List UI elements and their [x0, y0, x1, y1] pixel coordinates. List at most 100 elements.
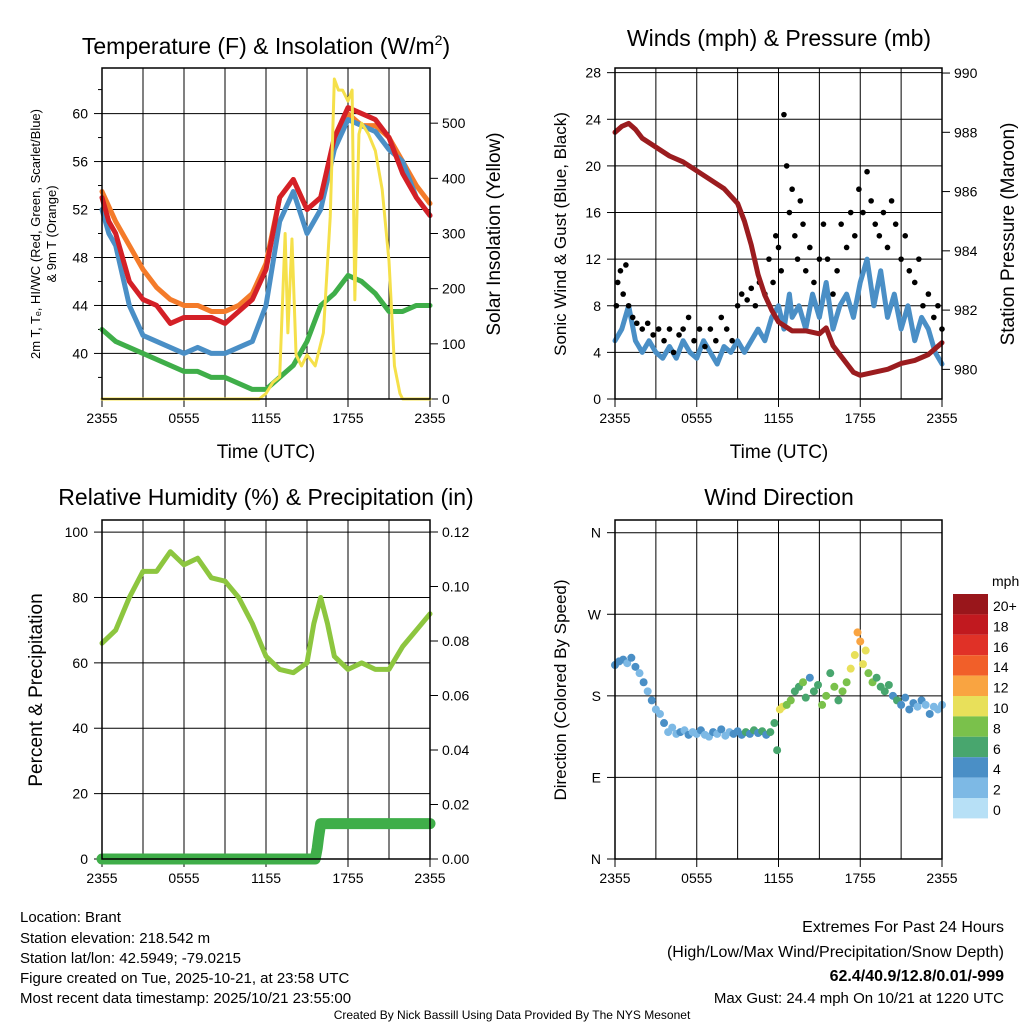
winddir-ytick-label: N [591, 851, 601, 867]
temp-2m-t-line [99, 105, 433, 326]
temp-data [99, 77, 433, 401]
wind-gust-point [685, 314, 692, 321]
winddir-point [853, 628, 862, 637]
winddir-point [786, 696, 795, 705]
wind-gust-point [876, 233, 883, 239]
wind-ylabel: Sonic Wind & Gust (Blue, Black) [551, 112, 570, 356]
wind-gust-point [748, 285, 755, 292]
wind-gust-point [620, 291, 626, 297]
winddir-ytick-label: S [592, 688, 601, 704]
wind-ytick-label: 20 [585, 158, 601, 174]
winddir-xtick-label: 2355 [599, 870, 630, 886]
wind-gust-point [775, 244, 782, 251]
winddir-point [897, 700, 906, 709]
wind-gust-point [680, 326, 686, 332]
wind-xlabel: Time (UTC) [730, 442, 829, 463]
temp-xtick-label: 0555 [168, 410, 199, 426]
temp-y2tick-label: 300 [442, 226, 466, 242]
winddir-xtick-label: 2355 [926, 870, 957, 886]
wind-gust-point [820, 221, 827, 227]
credit-line: Created By Nick Bassill Using Data Provi… [334, 1008, 691, 1022]
temp-frame [101, 67, 431, 400]
legend-label: 4 [993, 761, 1001, 777]
wind-gust-point [847, 209, 854, 216]
winddir-ylabel: Direction (Colored By Speed) [551, 579, 570, 800]
winddir-point [846, 664, 855, 673]
wind-gust-point [852, 233, 858, 239]
temp-ytick-label: 48 [72, 249, 88, 265]
wind-plot: 0 4 8 12 16 20 24 28 980 982 984 986 988 990 2355 0555 1… [585, 65, 977, 426]
legend-swatch [953, 675, 988, 696]
rh-frame [101, 519, 431, 860]
wind-gust-point [811, 279, 817, 286]
wind-gust-point [860, 209, 866, 216]
wind-ytick-label: 24 [585, 111, 601, 127]
wind-gust-point [623, 262, 629, 268]
temp-hi-wc-line [99, 117, 433, 356]
winddir-point [717, 725, 726, 734]
legend-label: 16 [993, 639, 1009, 655]
rh-y2tick-label: 0.00 [442, 851, 469, 867]
temp-dewpoint-line [99, 272, 433, 392]
wind-ytick-label: 0 [593, 391, 601, 407]
legend-label: 0 [993, 802, 1001, 818]
temp-xtick-label: 1155 [251, 410, 281, 426]
temp-ytick-label: 40 [72, 345, 88, 361]
wind-gust-point [807, 244, 813, 251]
winddir-point [901, 693, 910, 702]
winddir-point [822, 691, 831, 700]
winddir-xtick-label: 1755 [845, 870, 876, 886]
winddir-point [773, 746, 782, 755]
wind-gust-point [864, 168, 870, 175]
footer-elevation: Station elevation: 218.542 m [20, 930, 210, 947]
wind-gust-point [880, 209, 887, 216]
wind-gust-point [906, 267, 913, 274]
temp-xtick-label: 1755 [332, 410, 363, 426]
temp-xlabel: Time (UTC) [217, 442, 316, 463]
winddir-point [805, 673, 814, 682]
winddir-point [872, 673, 881, 682]
rh-xtick-label: 2355 [86, 870, 117, 886]
wind-gust-point [691, 337, 697, 344]
wind-gust-point [734, 302, 741, 309]
legend-swatch [953, 614, 988, 635]
wind-gust-point [702, 343, 708, 350]
wind-gust-point [843, 244, 850, 251]
wind-gust-point [634, 320, 640, 327]
winddir-point [799, 678, 808, 687]
wind-gust-point [766, 256, 772, 262]
winddir-frame [614, 519, 943, 860]
winddir-point [830, 682, 839, 691]
wind-y2tick-label: 988 [954, 124, 978, 140]
wind-gust-point [789, 186, 795, 193]
temp-ylabel-line1: 2m T, Tₑ, HI/WC (Red, Green, Scarlet/Blu… [28, 109, 43, 359]
rh-ytick-label: 100 [65, 524, 89, 540]
winddir-point [635, 669, 644, 678]
wind-gust-point [783, 163, 790, 169]
winddir-data [611, 628, 946, 755]
wind-gust-point [738, 291, 745, 297]
legend-label: 20+ [993, 598, 1017, 614]
winddir-point [834, 696, 843, 705]
winddir-point [913, 702, 922, 711]
winddir-point [905, 705, 914, 714]
extremes-title: Extremes For Past 24 Hours [802, 919, 1004, 936]
rh-xtick-label: 2355 [414, 870, 445, 886]
footer-latlon: Station lat/lon: 42.5949; -79.0215 [20, 950, 241, 967]
wind-gust-point [797, 198, 804, 204]
winddir-point [864, 669, 873, 678]
winddir-point [801, 693, 810, 702]
winddir-point [921, 700, 930, 709]
winddir-point [631, 662, 640, 671]
wind-gust-point [713, 337, 719, 344]
wind-chart-title: Winds (mph) & Pressure (mb) [627, 25, 931, 51]
wind-gust-point [800, 221, 806, 227]
rh-y2tick-label: 0.04 [442, 742, 469, 758]
wind-gust-point [786, 209, 793, 216]
winddir-point [770, 719, 779, 728]
wind-gust-point [625, 302, 632, 309]
rh-relative-humidity-line [99, 549, 433, 676]
wind-ytick-label: 4 [593, 344, 601, 360]
wind-gust-point [794, 256, 801, 262]
temp-ylabel-line2: & 9m T (Orange) [44, 185, 59, 282]
